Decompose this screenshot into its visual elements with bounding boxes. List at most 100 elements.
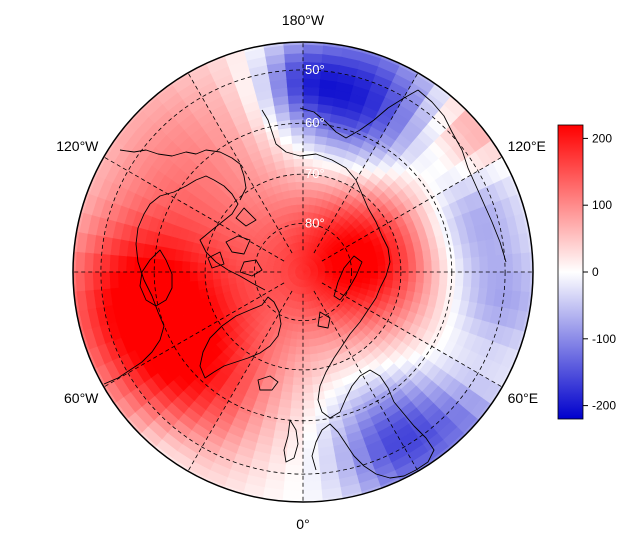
field-cell: [486, 254, 497, 273]
field-cell: [377, 264, 386, 273]
coastline-canada: [103, 175, 266, 385]
field-cell: [438, 259, 448, 273]
graticule: [73, 42, 533, 502]
field-cell: [430, 259, 440, 273]
field-cell: [470, 271, 480, 288]
coastline-britain: [283, 419, 299, 463]
field-cell: [298, 308, 304, 318]
field-cell: [282, 497, 304, 502]
latitude-circle: [253, 222, 352, 321]
coastline-kamchatka: [299, 89, 419, 139]
field-cell: [302, 391, 315, 401]
colorbar-tick-label: 0: [592, 265, 599, 279]
coastline-greenland: [199, 296, 282, 379]
colorbar-tick-label: 200: [592, 131, 612, 145]
field-cell: [294, 174, 304, 183]
field-cell: [494, 271, 505, 290]
field-cell: [302, 431, 319, 441]
field-cell: [117, 255, 128, 273]
field-cell: [158, 271, 168, 285]
longitude-label: 0°: [296, 516, 309, 532]
colorbar-tick-label: -100: [592, 332, 616, 346]
field-cell: [302, 95, 319, 105]
latitude-label: 70°: [305, 166, 325, 181]
field-cell: [283, 375, 295, 385]
coastline-novaya-zemlya: [333, 255, 363, 301]
field-cell: [422, 271, 432, 284]
map-border: [72, 41, 534, 503]
field-cell: [302, 86, 320, 97]
field-cell: [478, 255, 489, 273]
longitude-label: 120°W: [56, 138, 99, 154]
field-cell: [84, 271, 95, 292]
field-cell: [302, 338, 310, 348]
field-cell: [511, 271, 522, 292]
latitude-circle: [204, 173, 402, 371]
field-cell: [302, 42, 324, 47]
field-cell: [302, 44, 324, 55]
field-cell: [332, 271, 341, 276]
longitude-label: 60°E: [508, 390, 539, 406]
field-cell: [312, 382, 325, 393]
field-cell: [290, 399, 304, 409]
field-cell: [300, 286, 304, 295]
field-cell: [406, 280, 416, 292]
field-cell: [470, 256, 480, 273]
field-cell: [296, 196, 304, 206]
colorbar-tick-label: -200: [592, 399, 616, 413]
field-cell: [302, 455, 321, 466]
field-cell: [368, 277, 378, 286]
coastline-canada-islands: [207, 207, 263, 277]
field-cell: [174, 260, 184, 273]
field-cell: [291, 143, 304, 153]
field-cell: [228, 258, 238, 267]
field-cell: [302, 189, 311, 198]
field-cell: [205, 271, 214, 281]
field-cell: [166, 271, 176, 285]
field-cell: [290, 330, 299, 340]
field-cell: [369, 271, 379, 279]
field-cell: [242, 266, 252, 273]
field-cell: [399, 271, 409, 282]
field-cell: [494, 254, 505, 273]
longitude-label: 60°W: [64, 390, 99, 406]
field-cell: [302, 346, 311, 355]
field-cell: [293, 368, 304, 378]
field-cell: [287, 439, 304, 449]
field-cell: [413, 250, 424, 263]
latitude-label: 60°: [305, 115, 325, 130]
field-cell: [283, 159, 295, 169]
field-cell: [369, 265, 379, 273]
field-cell: [291, 391, 304, 401]
field-cell: [302, 353, 312, 363]
field-cell: [415, 271, 425, 283]
field-cell: [220, 271, 229, 280]
field-cell: [287, 431, 304, 441]
field-cell: [73, 271, 78, 293]
field-cell: [430, 271, 440, 285]
field-cell: [101, 254, 112, 273]
field-cell: [478, 271, 489, 289]
field-cell: [265, 268, 274, 273]
field-cell: [302, 181, 312, 191]
latitude-label: 50°: [305, 62, 325, 77]
field-cell: [511, 252, 522, 273]
field-cell: [302, 463, 321, 474]
field-cell: [302, 407, 316, 417]
field-cell: [75, 271, 86, 293]
coastline-hudson-bay: [139, 249, 173, 307]
field-cell: [282, 42, 304, 47]
anomaly-field: [73, 42, 533, 502]
field-cell: [181, 261, 191, 273]
field-cell: [292, 384, 304, 394]
field-cell: [413, 281, 424, 294]
field-cell: [377, 271, 386, 280]
field-cell: [286, 86, 304, 97]
field-cell: [290, 407, 304, 417]
field-cell: [284, 472, 304, 483]
field-cell: [289, 337, 298, 347]
field-cell: [486, 271, 497, 290]
latitude-circle: [100, 69, 506, 475]
field-cell: [302, 234, 307, 243]
colorbar-tick-label: 100: [592, 198, 612, 212]
